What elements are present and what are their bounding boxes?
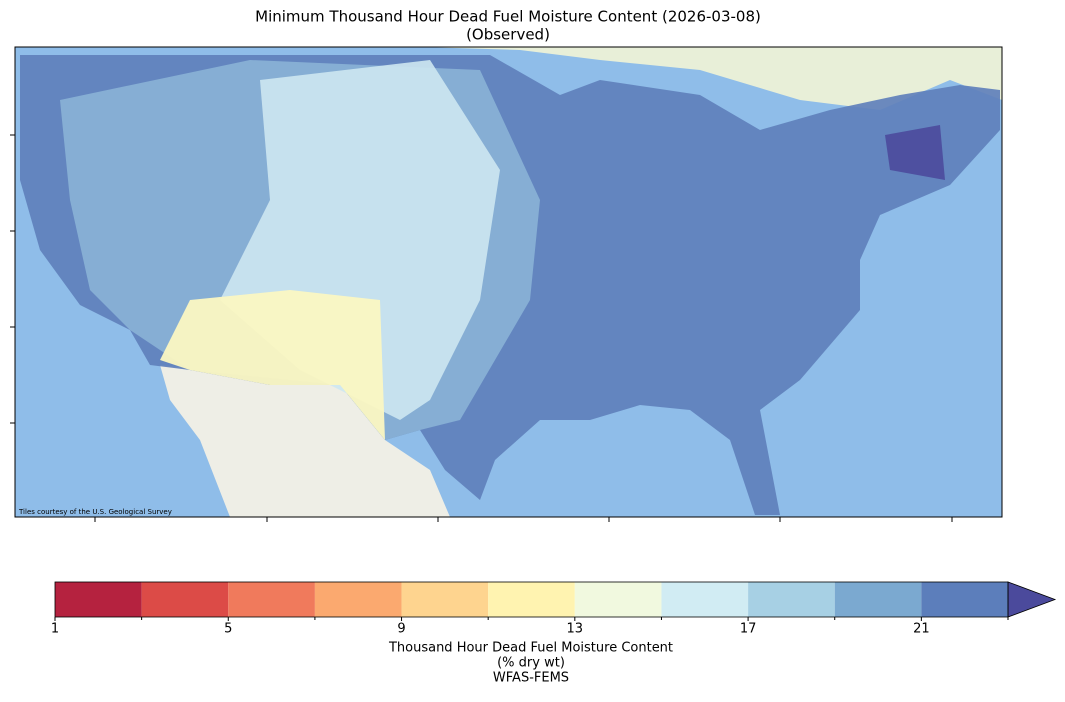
colorbar-bin xyxy=(661,582,749,617)
attribution: Tiles courtesy of the U.S. Geological Su… xyxy=(18,508,172,516)
colorbar-bin xyxy=(574,582,662,617)
colorbar-bin xyxy=(834,582,922,617)
colorbar-label: WFAS-FEMS xyxy=(493,671,569,686)
colorbar-bin xyxy=(228,582,315,617)
colorbar-label: Thousand Hour Dead Fuel Moisture Content xyxy=(388,641,673,656)
tick-label: 13 xyxy=(567,622,584,637)
colorbar-bin xyxy=(921,582,1008,617)
map-frame xyxy=(14,46,1003,518)
colorbar-bin xyxy=(401,582,489,617)
colorbar-extend xyxy=(1007,581,1057,618)
title: Minimum Thousand Hour Dead Fuel Moisture… xyxy=(255,8,761,26)
colorbar-bin xyxy=(314,582,402,617)
colorbar: 1 5 9 13 17 21 Thousand Hour Dead Fuel Moistur… xyxy=(51,581,1057,686)
colorbar-bin xyxy=(488,582,575,617)
tick-label: 1 xyxy=(51,622,59,637)
subtitle: (Observed) xyxy=(466,26,550,44)
canada xyxy=(420,47,1002,110)
colorbar-label: (% dry wt) xyxy=(497,656,565,671)
colorbar-bin xyxy=(141,582,229,617)
region-wettest xyxy=(885,125,945,180)
tick-label: 21 xyxy=(913,622,930,637)
region-driest xyxy=(160,290,385,440)
axis-ticks xyxy=(10,134,953,522)
map: Tiles courtesy of the U.S. Geological Su… xyxy=(10,46,1003,522)
tick-label: 17 xyxy=(740,622,757,637)
tick-label: 9 xyxy=(397,622,405,637)
colorbar-frame xyxy=(54,581,1009,618)
colorbar-bin xyxy=(55,582,142,617)
mexico xyxy=(160,365,450,517)
tick-label: 5 xyxy=(224,622,232,637)
colorbar-bin xyxy=(748,582,835,617)
